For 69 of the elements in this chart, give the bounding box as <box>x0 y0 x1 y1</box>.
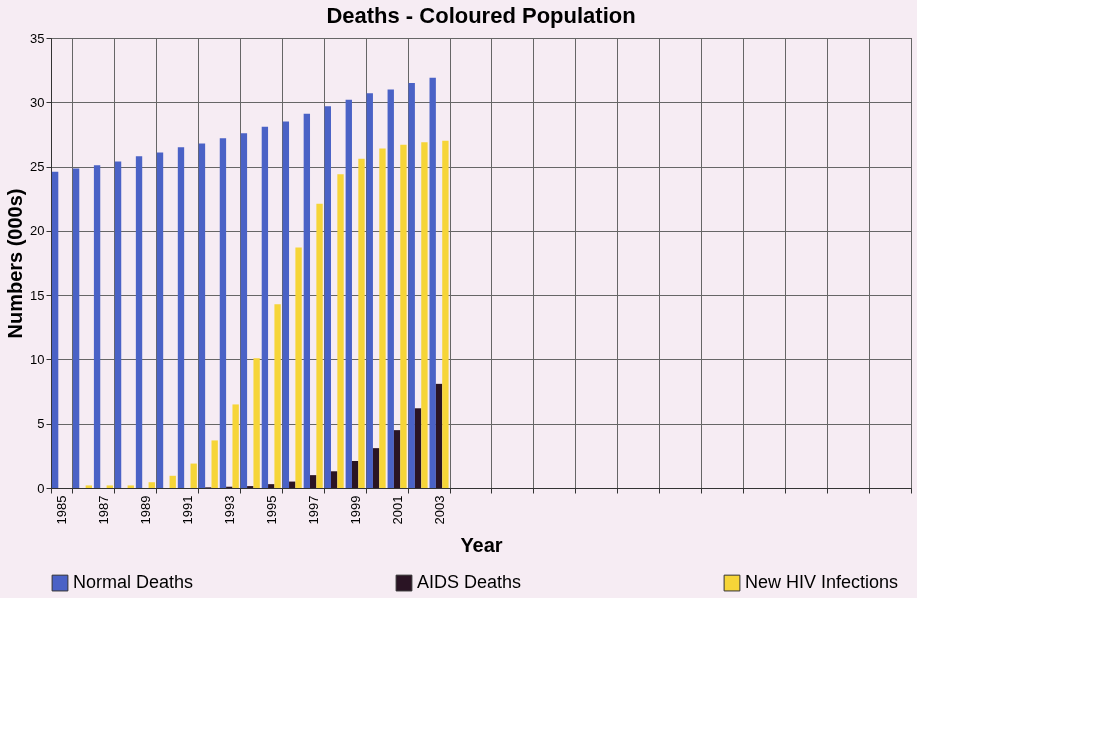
x-tick-label: 1985 <box>53 495 69 525</box>
bar <box>408 83 415 488</box>
bar <box>316 203 323 488</box>
bar <box>324 106 331 488</box>
x-tick-label: 1989 <box>137 495 153 525</box>
x-tick-label: 1995 <box>263 495 279 525</box>
y-tick-label: 0 <box>37 480 45 496</box>
bar <box>372 448 380 488</box>
bar <box>261 126 269 488</box>
y-axis-title: Numbers (000s) <box>4 188 27 339</box>
x-tick-label: 1997 <box>305 495 321 525</box>
bar <box>366 93 373 488</box>
chart-title: Deaths - Coloured Population <box>326 3 636 28</box>
bar <box>400 144 407 488</box>
bar <box>148 482 155 488</box>
bar <box>114 161 122 488</box>
bar <box>310 475 317 488</box>
x-tick-label: 2001 <box>389 495 405 525</box>
bar <box>190 463 197 488</box>
bar <box>219 138 227 488</box>
bar <box>106 485 113 488</box>
bar <box>435 383 443 488</box>
bar <box>429 77 436 488</box>
bar <box>85 485 92 488</box>
bar <box>387 89 394 488</box>
bar <box>393 430 401 488</box>
legend-label: AIDS Deaths <box>417 572 522 593</box>
bar <box>295 247 302 488</box>
bar <box>351 461 359 488</box>
bar <box>198 143 206 488</box>
y-tick-label: 10 <box>30 351 45 367</box>
bar <box>330 471 338 488</box>
bar <box>135 156 143 488</box>
bar <box>337 174 344 488</box>
bar <box>211 440 218 488</box>
y-tick-label: 15 <box>30 287 45 303</box>
legend-label: New HIV Infections <box>745 572 899 593</box>
bar <box>379 148 386 488</box>
bar <box>358 158 365 488</box>
y-tick-label: 20 <box>30 223 45 239</box>
x-tick-label: 1991 <box>179 495 195 525</box>
bar <box>232 404 239 488</box>
bar <box>253 358 260 488</box>
bar <box>274 304 281 488</box>
bar <box>240 133 248 488</box>
legend-label: Normal Deaths <box>73 572 194 593</box>
x-tick-label: 1993 <box>221 495 237 525</box>
x-tick-label: 1987 <box>95 495 111 525</box>
bar <box>93 165 101 488</box>
x-axis-title: Year <box>460 534 503 557</box>
bar <box>421 142 428 488</box>
bar <box>169 475 176 488</box>
bar <box>414 408 422 488</box>
bar <box>156 152 164 488</box>
x-tick-label: 2003 <box>431 495 447 525</box>
y-tick-label: 25 <box>30 159 45 175</box>
bar <box>127 485 134 488</box>
x-tick-label: 1999 <box>347 495 363 525</box>
y-tick-label: 5 <box>37 416 45 432</box>
bar <box>282 121 290 488</box>
bar <box>268 484 275 488</box>
y-tick-label: 30 <box>30 94 45 110</box>
bar <box>72 168 80 488</box>
bar <box>442 140 449 488</box>
bar <box>51 171 59 488</box>
bar <box>345 99 352 488</box>
bar <box>177 147 185 488</box>
bar <box>303 113 311 488</box>
y-tick-label: 35 <box>30 30 45 46</box>
